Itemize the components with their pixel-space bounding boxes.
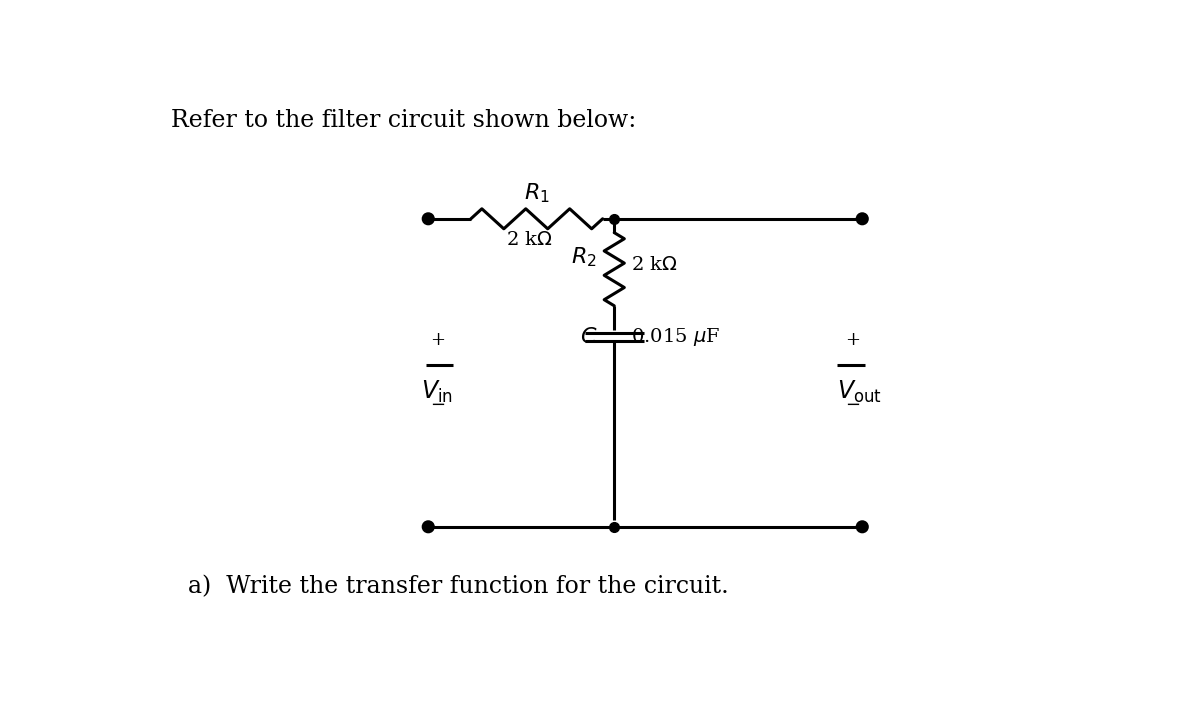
Text: $V_{\mathrm{in}}$: $V_{\mathrm{in}}$ (420, 379, 453, 405)
Text: $R_1$: $R_1$ (524, 182, 549, 205)
Circle shape (857, 522, 867, 531)
Text: Refer to the filter circuit shown below:: Refer to the filter circuit shown below: (171, 109, 636, 131)
Text: $R_2$: $R_2$ (572, 246, 597, 269)
Text: −: − (430, 396, 445, 414)
Text: −: − (845, 396, 861, 414)
Circle shape (857, 213, 867, 224)
Text: 2 k$\Omega$: 2 k$\Omega$ (506, 231, 553, 249)
Text: 0.015 $\mu$F: 0.015 $\mu$F (632, 326, 720, 348)
Text: a)  Write the transfer function for the circuit.: a) Write the transfer function for the c… (187, 576, 728, 598)
Text: +: + (430, 332, 445, 349)
Text: $V_{\mathrm{out}}$: $V_{\mathrm{out}}$ (837, 379, 882, 405)
Circle shape (423, 522, 433, 531)
Circle shape (423, 213, 433, 224)
Text: $C$: $C$ (580, 326, 597, 348)
Text: 2 k$\Omega$: 2 k$\Omega$ (632, 256, 678, 274)
Text: +: + (845, 332, 861, 349)
